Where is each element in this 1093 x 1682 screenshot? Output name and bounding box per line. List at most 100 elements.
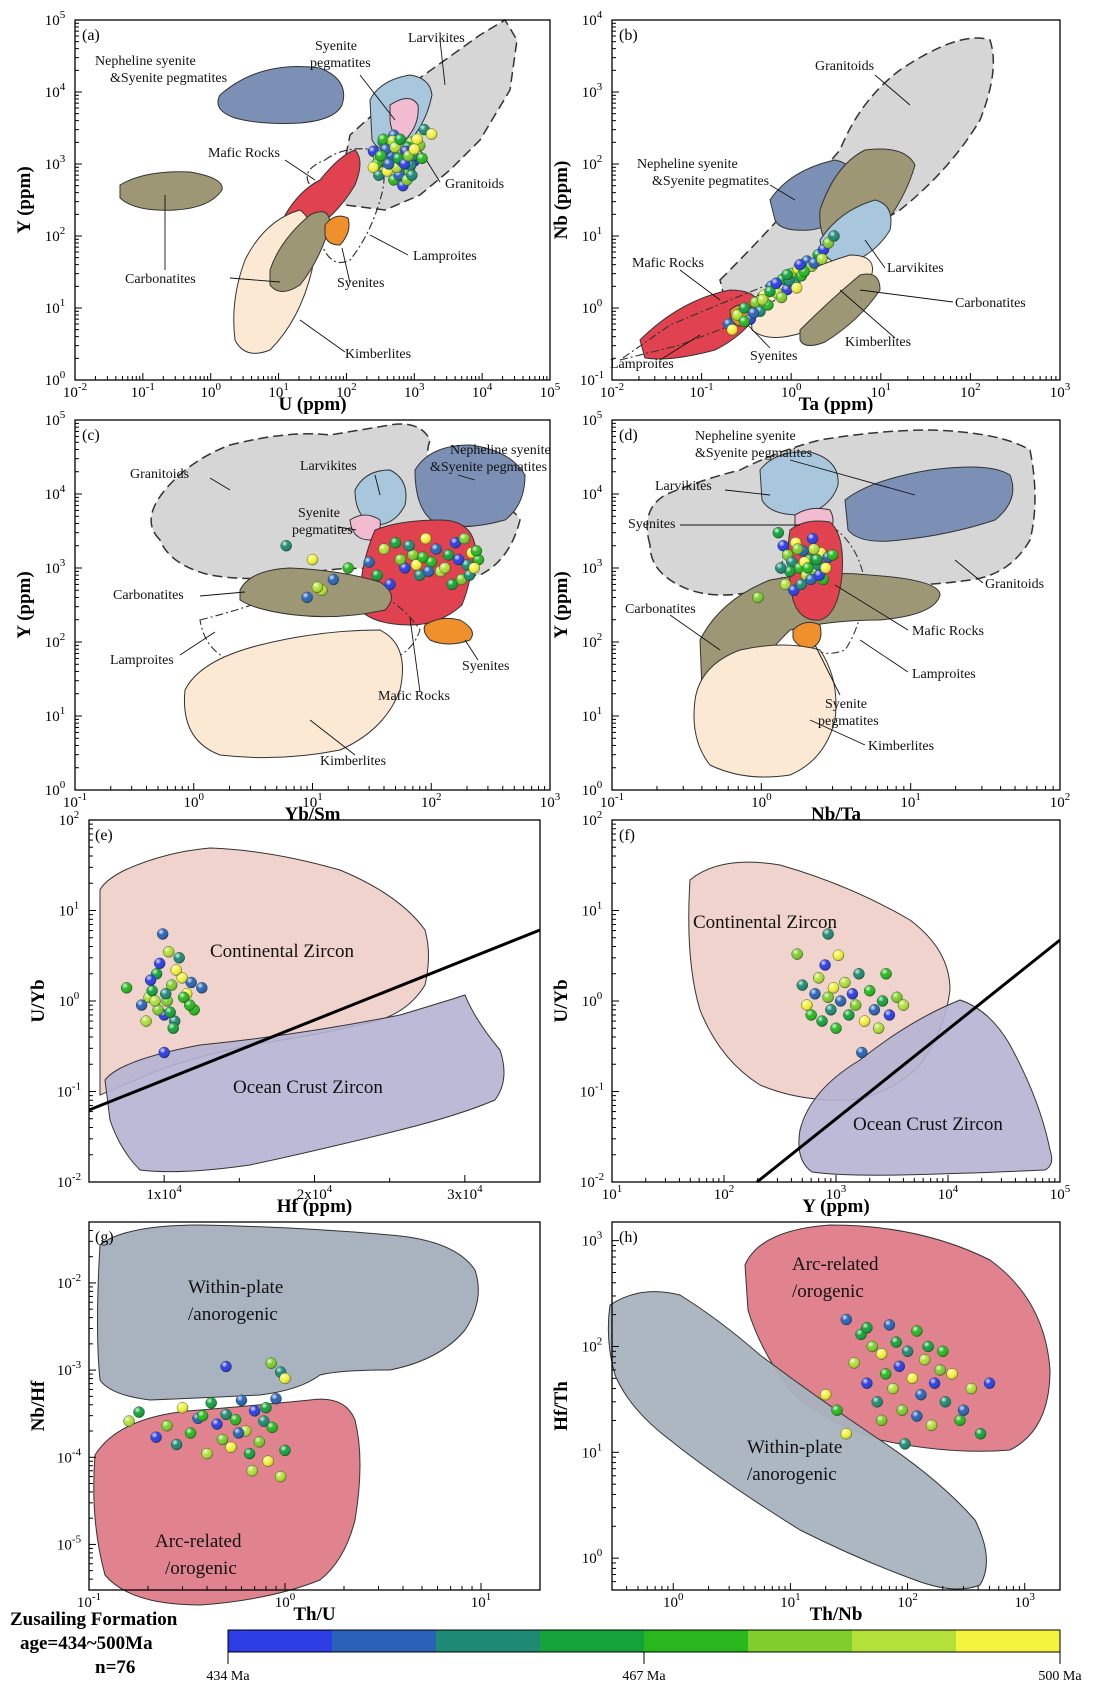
x-tick-label: 1x104 (146, 1183, 182, 1203)
panel-c: Granitoids Larvikites Nepheline syenite … (14, 409, 561, 825)
data-point-shade (752, 591, 764, 603)
data-point-shade (160, 988, 172, 1000)
data-point-shade (832, 949, 844, 961)
data-point-shade (861, 1322, 873, 1334)
x-tick-label: 100 (200, 381, 221, 401)
data-point-shade (394, 554, 406, 566)
plot-frame (74, 19, 551, 381)
label-within-plate-h2: /anorogenic (747, 1464, 837, 1485)
data-point-shade (868, 1004, 880, 1016)
data-point-shade (170, 964, 182, 976)
region-ocean-e (104, 994, 505, 1173)
data-point-shade (850, 999, 862, 1011)
data-point-shade (389, 141, 401, 153)
axis-ticks: 10-2 10-1 100 101 102 103 104 105 100 101 102 103 10… (45, 9, 561, 401)
data-point-shade (377, 133, 389, 145)
panel-tag-d: (d) (619, 427, 638, 444)
data-point-shade (423, 565, 435, 577)
x-axis-label: Nb/Ta (811, 804, 861, 825)
label-mafic-d: Mafic Rocks (912, 624, 984, 639)
data-point-shade (873, 1022, 885, 1034)
data-point-shade (450, 537, 461, 549)
data-point-shade (446, 578, 458, 590)
y-axis-label: Hf/Th (551, 1381, 572, 1431)
data-point-shade (220, 1408, 232, 1420)
data-point-shade (133, 1406, 145, 1418)
data-point-shade (880, 968, 892, 980)
data-point-shade (244, 1448, 256, 1460)
x-tick-label: 101 (900, 791, 921, 811)
x-tick-label: 101 (602, 1183, 623, 1203)
data-point-shade (779, 578, 791, 590)
data-point-shade (220, 1361, 232, 1372)
label-carbonatites-c: Carbonatites (113, 588, 184, 603)
data-point-shade (270, 1393, 282, 1405)
labels: Granitoids Nepheline syenite &Syenite pe… (610, 59, 1026, 372)
panel-b: Granitoids Nepheline syenite &Syenite pe… (551, 9, 1071, 415)
data-point-shade (425, 556, 437, 568)
colorbar-segment (228, 1630, 333, 1652)
data-point-shade (167, 1022, 179, 1034)
labels: Granitoids Larvikites Nepheline syenite … (110, 443, 551, 769)
x-axis-label: Th/Nb (810, 1604, 863, 1625)
x-axis-label: U (ppm) (278, 394, 346, 415)
x-tick-label: 102 (421, 791, 442, 811)
data-point-shade (915, 1389, 927, 1401)
axes: 1x104 2x104 3x104 10-2 10-1 100 101 102 Hf (ppm)… (28, 809, 541, 1217)
y-tick-label: 104 (45, 483, 66, 503)
regions (88, 847, 541, 1173)
data-point-shade (146, 985, 158, 997)
y-tick-label: 100 (45, 779, 66, 799)
label-syenite-peg-c: Syenite (298, 506, 340, 521)
data-point-shade (906, 1372, 918, 1384)
axes: 10-1 100 101 10-5 10-4 10-3 10-2 Th/U Nb/Hf (28, 1221, 541, 1625)
label-nepheline-c: Nepheline syenite (450, 443, 551, 458)
data-point-shade (893, 1360, 905, 1372)
label-lamproites: Lamproites (413, 249, 477, 264)
data-point-shade (738, 316, 750, 327)
data-point-shade (887, 1383, 899, 1395)
data-point-shade (929, 1377, 941, 1389)
label-granitoids: Granitoids (445, 177, 504, 192)
data-point-shade (813, 569, 825, 581)
data-point-shade (327, 574, 339, 585)
data-point-shade (410, 559, 422, 571)
x-tick-label: 101 (780, 1591, 801, 1611)
label-continental-e: Continental Zircon (210, 941, 355, 962)
data-point-shade (407, 549, 419, 561)
panel-g: Within-plate /anorogenic Arc-related /or… (28, 1221, 541, 1625)
label-kimberlites-b: Kimberlites (845, 335, 911, 350)
data-point-shade (236, 1394, 247, 1406)
data-point-shade (897, 999, 909, 1011)
data-point-shade (805, 574, 817, 585)
data-point-shade (161, 1420, 173, 1432)
y-axis-label: U/Yb (551, 979, 572, 1022)
label-granitoids-c: Granitoids (130, 467, 189, 482)
x-tick-label: 102 (897, 1591, 918, 1611)
data-point-shade (458, 533, 470, 545)
y-tick-label: 10-1 (580, 1081, 604, 1101)
y-tick-label: 100 (582, 779, 603, 799)
data-point-shade (840, 1428, 852, 1440)
label-syenite-peg-d: Syenite (825, 697, 867, 712)
data-point-shade (384, 578, 396, 590)
x-tick-label: 2x104 (297, 1183, 333, 1203)
data-point-shade (848, 1357, 860, 1369)
data-point-shade (864, 985, 876, 997)
label-syenite-pegmatites: Syenite (315, 39, 357, 54)
data-point-shade (830, 1022, 842, 1034)
x-tick-label: 101 (302, 791, 323, 811)
data-point-shade (149, 995, 161, 1007)
colorbar-segment (332, 1630, 437, 1652)
x-tick-label: 102 (336, 381, 357, 401)
x-tick-label: 103 (1014, 1591, 1035, 1611)
data-point-shade (158, 1047, 170, 1058)
data-point-shade (781, 269, 793, 281)
data-point-shade (911, 1325, 923, 1337)
axis-ticks: 101 102 103 104 105 10-2 10-1 100 101 102 (580, 809, 1071, 1203)
label-larvikites-d: Larvikites (655, 479, 712, 494)
plot-frame (611, 1221, 1061, 1591)
x-tick-label: 100 (184, 791, 205, 811)
